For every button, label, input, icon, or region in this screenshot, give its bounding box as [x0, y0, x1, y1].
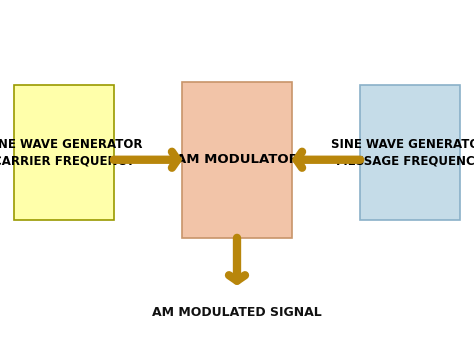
Text: AM MODULATOR: AM MODULATOR	[175, 153, 299, 166]
Text: SINE WAVE GENERATOR
MESSAGE FREQUENCY: SINE WAVE GENERATOR MESSAGE FREQUENCY	[331, 138, 474, 168]
Bar	[360, 85, 460, 220]
Text: SINE WAVE GENERATOR
CARRIER FREQUENCY: SINE WAVE GENERATOR CARRIER FREQUENCY	[0, 138, 143, 168]
Text: AM MODULATED SIGNAL: AM MODULATED SIGNAL	[152, 306, 322, 319]
Bar	[182, 82, 292, 238]
Bar	[14, 85, 114, 220]
